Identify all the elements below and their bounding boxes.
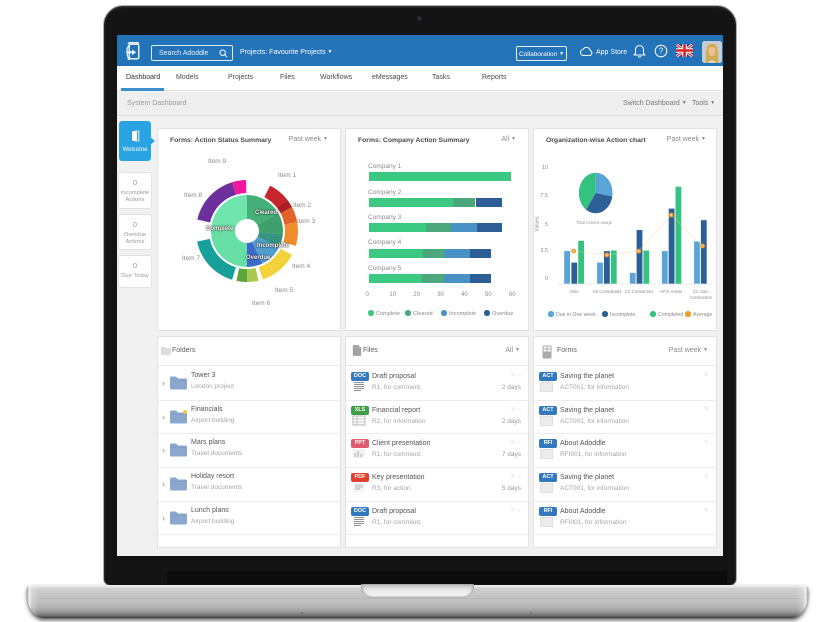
svg-text:?: ? <box>659 47 664 56</box>
